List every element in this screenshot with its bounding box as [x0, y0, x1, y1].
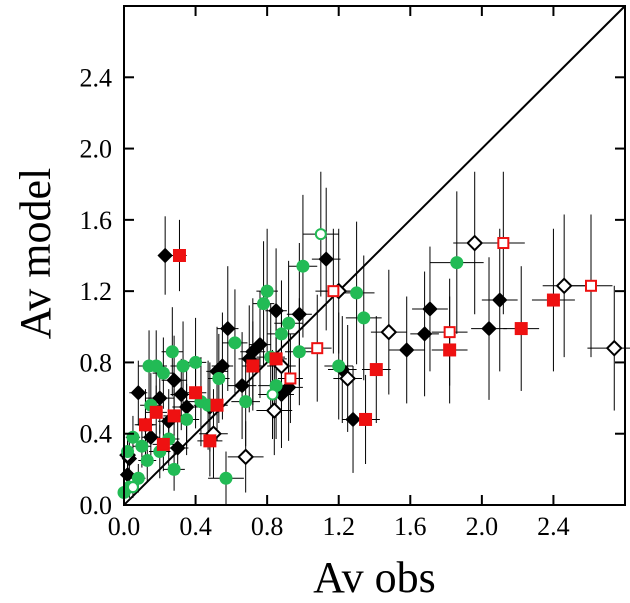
x-axis-title: Av obs: [313, 553, 436, 602]
diamond-point: [492, 292, 508, 308]
circle-point: [176, 359, 190, 373]
one-to-one-reference-line: [123, 5, 626, 506]
circle-point: [350, 286, 364, 300]
open-square-point: [585, 279, 598, 292]
diamond-point: [422, 301, 438, 317]
diamond-point: [143, 429, 159, 445]
markers-layer: [117, 228, 623, 500]
y-tick-label: 0.0: [80, 491, 113, 520]
diamond-point: [252, 336, 268, 353]
y-tick-label: 1.2: [80, 277, 113, 306]
open-circle-point: [314, 228, 327, 241]
circle-point: [135, 439, 149, 453]
circle-point: [292, 345, 306, 359]
open-diamond-point: [555, 277, 573, 295]
open-diamond-point: [466, 234, 484, 252]
diamond-point: [399, 342, 415, 358]
circle-point: [189, 355, 203, 369]
square-point: [359, 412, 373, 426]
plot-frame: [123, 5, 626, 506]
circle-point: [239, 395, 253, 409]
y-tick-label: 1.6: [80, 206, 113, 235]
open-diamond-point: [237, 448, 255, 466]
diamond-point: [291, 306, 308, 323]
circle-point: [131, 471, 145, 485]
square-point: [246, 359, 260, 373]
open-square-point: [284, 372, 297, 385]
open-diamond-point: [605, 339, 623, 357]
open-circle-point: [266, 388, 279, 401]
circle-point: [450, 256, 464, 270]
x-tick-label: 0.0: [108, 512, 141, 541]
circle-point: [357, 311, 371, 325]
y-axis-title: Av model: [11, 168, 60, 340]
circle-point: [219, 471, 233, 485]
diamond-point: [268, 303, 284, 319]
circle-point: [140, 453, 154, 467]
open-square-point: [497, 237, 510, 250]
square-point: [203, 434, 217, 448]
diamond-point: [345, 411, 361, 428]
diamond-point: [157, 247, 173, 264]
open-square-point: [443, 326, 456, 339]
y-tick-label: 0.4: [80, 420, 113, 449]
circle-point: [167, 462, 181, 476]
square-point: [156, 437, 170, 451]
square-point: [172, 249, 186, 262]
diamond-point: [318, 251, 334, 267]
y-axis-ticks: 0.0 0.4 0.8 1.2 1.6 2.0 2.4: [80, 63, 625, 520]
circle-point: [156, 366, 170, 380]
x-tick-label: 0.4: [179, 512, 212, 541]
x-tick-label: 1.6: [394, 512, 427, 541]
circle-point: [212, 371, 226, 385]
y-tick-label: 0.8: [80, 348, 113, 377]
open-diamond-point: [339, 370, 357, 387]
x-tick-label: 0.8: [251, 512, 284, 541]
x-tick-label: 1.2: [322, 512, 355, 541]
circle-point: [228, 336, 242, 350]
square-point: [189, 386, 203, 400]
diamond-point: [481, 320, 497, 337]
square-point: [369, 363, 383, 377]
diamond-point: [234, 377, 250, 394]
circle-point: [165, 345, 179, 359]
open-diamond-point: [380, 323, 398, 341]
circle-point: [274, 327, 288, 341]
diamond-point: [220, 320, 236, 337]
open-diamond-point: [265, 402, 283, 419]
circle-point: [282, 316, 296, 330]
square-point: [443, 343, 457, 357]
open-circle-point: [126, 481, 139, 494]
circle-point: [257, 297, 271, 311]
square-point: [138, 418, 152, 432]
circle-point: [332, 359, 346, 373]
square-point: [210, 398, 224, 412]
square-point: [149, 405, 163, 419]
square-point: [167, 409, 181, 423]
circle-point: [260, 284, 274, 298]
x-axis-ticks: 0.0 0.4 0.8 1.2 1.6 2.0 2.4: [108, 6, 570, 541]
diamond-point: [152, 390, 168, 406]
circle-point: [296, 259, 310, 273]
circle-point: [180, 412, 194, 426]
y-tick-label: 2.0: [80, 135, 113, 164]
x-tick-label: 2.4: [537, 512, 570, 541]
diamond-point: [173, 386, 189, 403]
square-point: [269, 352, 283, 366]
diamond-point: [416, 326, 433, 342]
diamond-point: [130, 385, 147, 401]
open-square-point: [311, 342, 324, 355]
x-tick-label: 2.0: [466, 512, 499, 541]
square-point: [514, 322, 528, 336]
y-tick-label: 2.4: [80, 63, 113, 92]
diamond-point: [169, 440, 186, 456]
diamond-point: [166, 372, 182, 388]
square-point: [546, 293, 560, 307]
diamond-point: [214, 358, 231, 374]
open-square-point: [327, 285, 340, 298]
error-bars-layer: [120, 171, 630, 505]
